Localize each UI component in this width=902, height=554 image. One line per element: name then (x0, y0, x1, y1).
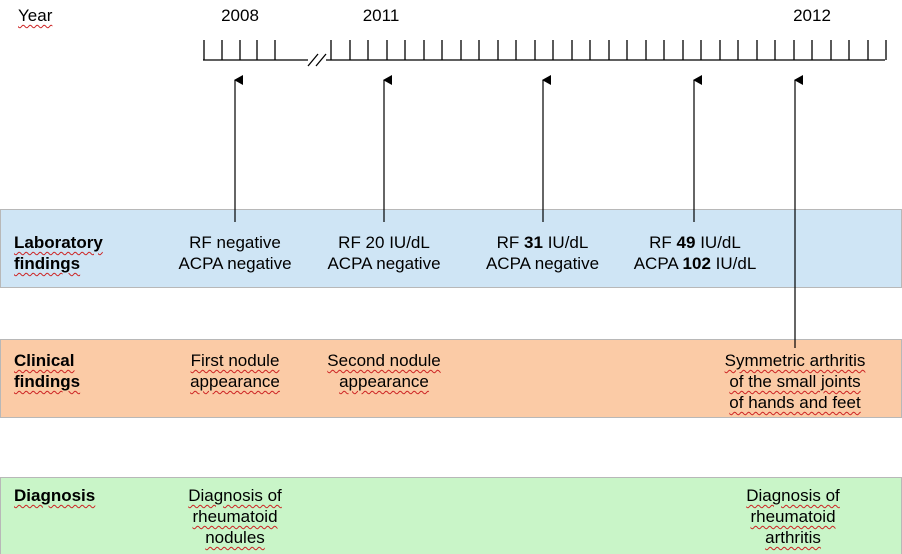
laboratory-findings-label: Laboratory findings (14, 233, 103, 273)
lab-finding-2011: RF 20 IU/dL ACPA negative (327, 233, 441, 273)
clinical-findings-band (0, 339, 902, 418)
year-label-2012: 2012 (793, 6, 831, 25)
lab-finding-4: RF 49 IU/dL ACPA 102 IU/dL (633, 233, 757, 273)
diagnosis-rheumatoid-nodules: Diagnosis of rheumatoid nodules (188, 486, 282, 547)
axis-break-mark-2 (315, 53, 327, 67)
axis-ticks-right (330, 40, 887, 60)
axis-break-mark-1 (307, 53, 319, 67)
lab-finding-3: RF 31 IU/dL ACPA negative (485, 233, 600, 273)
axis-ticks-left (203, 40, 276, 60)
year-label-2008: 2008 (221, 6, 259, 25)
timeline-axis (203, 40, 887, 67)
lab-finding-2008: RF negative ACPA negative (178, 233, 292, 273)
event-arrows (234, 75, 803, 348)
diagnosis-label: Diagnosis (14, 486, 96, 505)
clinical-finding-arthritis: Symmetric arthritis of the small joints … (724, 351, 866, 412)
laboratory-findings-band (0, 209, 902, 288)
diagnosis-rheumatoid-arthritis: Diagnosis of rheumatoid arthritis (746, 486, 840, 547)
clinical-findings-label: Clinical findings (14, 351, 81, 391)
clinical-finding-first-nodule: First nodule appearance (190, 351, 280, 391)
year-label-2011: 2011 (362, 6, 400, 25)
year-heading: Year (18, 6, 53, 25)
diagnosis-band (0, 477, 902, 554)
clinical-finding-second-nodule: Second nodule appearance (327, 351, 441, 391)
